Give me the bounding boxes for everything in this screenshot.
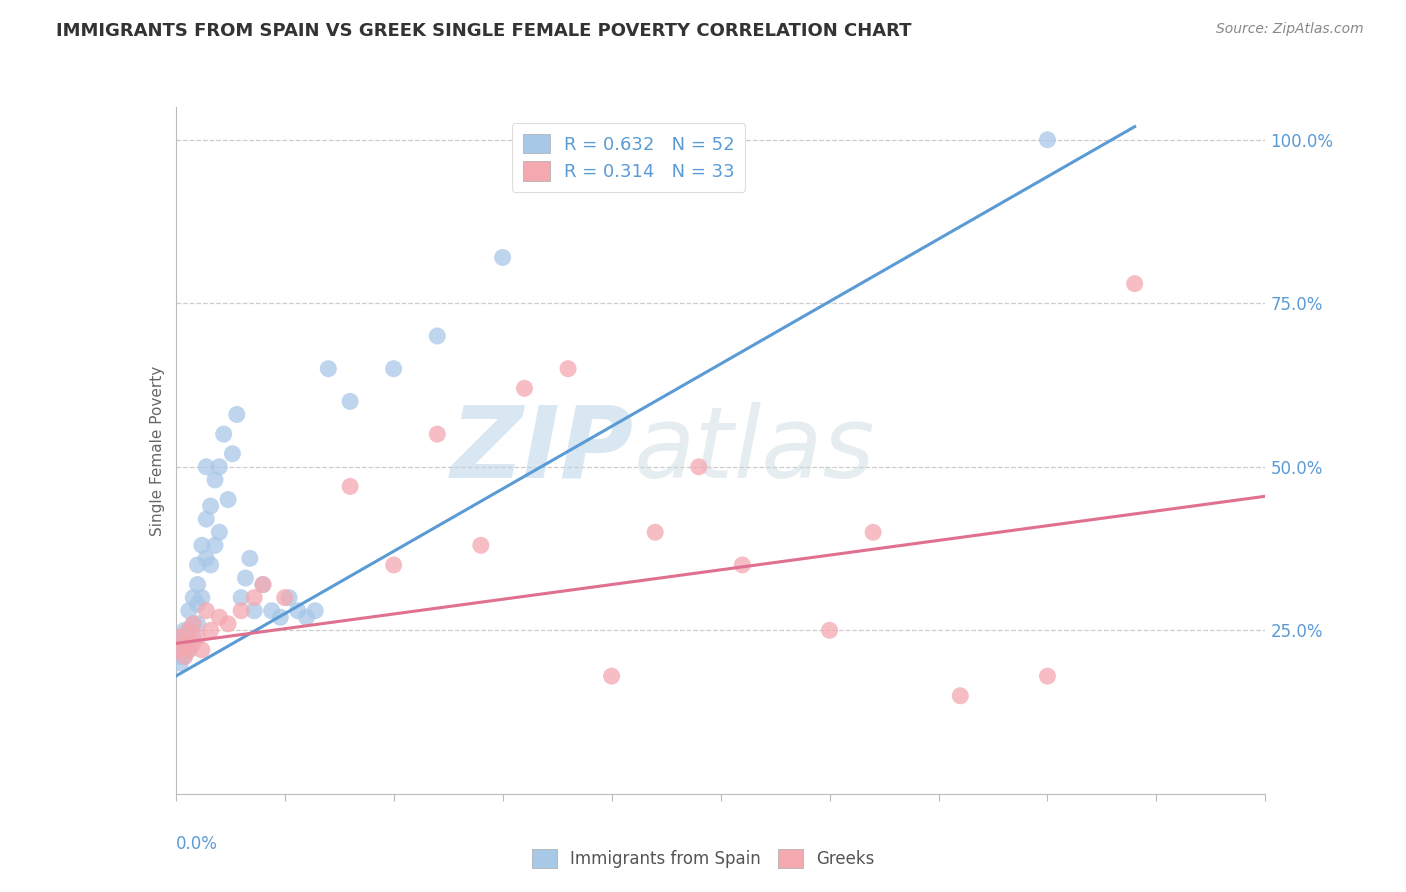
Point: [426, 329, 449, 343]
Point: [181, 616, 204, 631]
Point: [339, 479, 361, 493]
Point: [177, 643, 200, 657]
Point: [269, 610, 291, 624]
Point: [731, 558, 754, 572]
Point: [208, 610, 231, 624]
Point: [169, 630, 191, 644]
Point: [181, 636, 204, 650]
Point: [173, 643, 195, 657]
Point: [186, 558, 209, 572]
Point: [260, 604, 283, 618]
Point: [235, 571, 257, 585]
Point: [208, 525, 231, 540]
Point: [1036, 669, 1059, 683]
Point: [231, 604, 253, 618]
Point: [173, 624, 195, 638]
Point: [195, 604, 218, 618]
Point: [200, 624, 222, 638]
Point: [243, 591, 266, 605]
Point: [181, 630, 204, 644]
Point: [862, 525, 884, 540]
Point: [186, 630, 209, 644]
Point: [318, 361, 340, 376]
Point: [243, 604, 266, 618]
Point: [644, 525, 666, 540]
Point: [949, 689, 972, 703]
Point: [195, 551, 218, 566]
Point: [177, 643, 200, 657]
Point: [339, 394, 361, 409]
Point: [274, 591, 297, 605]
Point: [195, 512, 218, 526]
Y-axis label: Single Female Poverty: Single Female Poverty: [149, 366, 165, 535]
Point: [252, 577, 274, 591]
Point: [204, 473, 226, 487]
Point: [1123, 277, 1146, 291]
Point: [212, 427, 235, 442]
Point: [173, 649, 195, 664]
Point: [181, 616, 204, 631]
Point: [304, 604, 326, 618]
Point: [195, 459, 218, 474]
Point: [169, 636, 191, 650]
Point: [217, 492, 239, 507]
Point: [186, 577, 209, 591]
Point: [382, 361, 405, 376]
Point: [600, 669, 623, 683]
Point: [177, 636, 200, 650]
Point: [186, 616, 209, 631]
Point: [1036, 133, 1059, 147]
Point: [181, 591, 204, 605]
Point: [191, 538, 214, 552]
Point: [470, 538, 492, 552]
Point: [191, 643, 214, 657]
Point: [173, 630, 195, 644]
Point: [225, 408, 247, 422]
Point: [239, 551, 262, 566]
Point: [200, 499, 222, 513]
Legend: Immigrants from Spain, Greeks: Immigrants from Spain, Greeks: [524, 843, 882, 875]
Point: [426, 427, 449, 442]
Point: [177, 624, 200, 638]
Point: [173, 649, 195, 664]
Point: [208, 459, 231, 474]
Point: [186, 597, 209, 611]
Point: [204, 538, 226, 552]
Text: atlas: atlas: [633, 402, 875, 499]
Point: [217, 616, 239, 631]
Point: [169, 656, 191, 670]
Point: [221, 447, 243, 461]
Point: [252, 577, 274, 591]
Point: [173, 636, 195, 650]
Point: [382, 558, 405, 572]
Point: [173, 636, 195, 650]
Point: [169, 643, 191, 657]
Point: [557, 361, 579, 376]
Point: [231, 591, 253, 605]
Point: [177, 624, 200, 638]
Point: [688, 459, 710, 474]
Point: [191, 591, 214, 605]
Point: [818, 624, 841, 638]
Point: [169, 643, 191, 657]
Point: [169, 649, 191, 664]
Point: [295, 610, 318, 624]
Point: [200, 558, 222, 572]
Text: 0.0%: 0.0%: [176, 835, 218, 853]
Text: Source: ZipAtlas.com: Source: ZipAtlas.com: [1216, 22, 1364, 37]
Legend: R = 0.632   N = 52, R = 0.314   N = 33: R = 0.632 N = 52, R = 0.314 N = 33: [512, 123, 745, 192]
Text: IMMIGRANTS FROM SPAIN VS GREEK SINGLE FEMALE POVERTY CORRELATION CHART: IMMIGRANTS FROM SPAIN VS GREEK SINGLE FE…: [56, 22, 911, 40]
Point: [513, 381, 536, 395]
Point: [278, 591, 301, 605]
Point: [177, 604, 200, 618]
Point: [287, 604, 309, 618]
Point: [492, 251, 515, 265]
Text: ZIP: ZIP: [450, 402, 633, 499]
